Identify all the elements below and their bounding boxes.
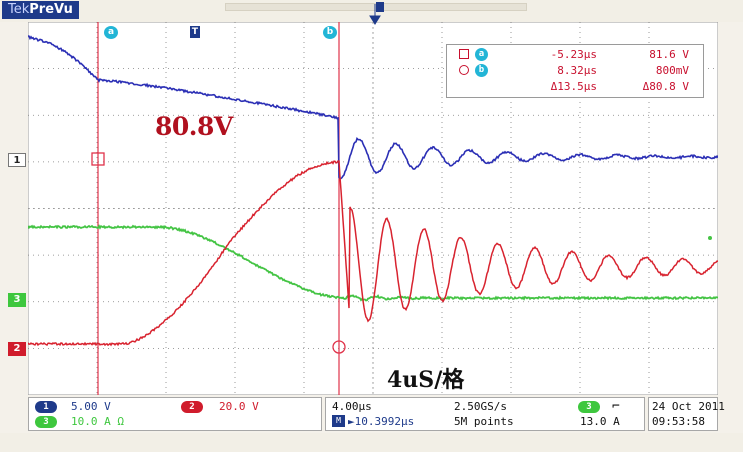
- voltage-annotation: 80.8V: [155, 112, 233, 141]
- trigger-level: 13.0 A: [580, 415, 620, 428]
- ch3-waveform: [28, 224, 718, 302]
- ch1-badge-label: 1: [43, 402, 49, 412]
- ch3-edge-dot: [708, 236, 712, 240]
- record-length: 5M points: [454, 415, 514, 428]
- waveform-area[interactable]: [28, 22, 718, 395]
- falling-edge-icon: ⌐: [612, 399, 620, 414]
- cursor-b-readout: b 8.32µs 800mV: [447, 63, 703, 79]
- record-view-thumb[interactable]: [376, 2, 384, 12]
- cursor-a-readout: a -5.23µs 81.6 V: [447, 47, 703, 63]
- cursor-a-tab-label: a: [107, 27, 115, 37]
- ch3-badge[interactable]: 3: [35, 416, 57, 428]
- cursor-a-badge-label: a: [478, 49, 485, 59]
- ch2-badge-label: 2: [189, 402, 195, 412]
- timescale-annotation: 4uS/格: [387, 367, 465, 393]
- cursor-b-value: 800mV: [655, 64, 689, 77]
- cursor-delta-value: Δ80.8 V: [642, 80, 689, 93]
- horizontal-position: ►10.3992µs: [348, 415, 415, 428]
- ch1-ground-marker[interactable]: 1: [8, 153, 26, 167]
- cursor-a-square-icon: [459, 49, 469, 59]
- ch1-badge[interactable]: 1: [35, 401, 57, 413]
- title-bar: TekPreVu: [0, 0, 743, 22]
- ch1-scale: 5.00 V: [71, 400, 111, 413]
- trigger-source-label: 3: [586, 402, 592, 412]
- trigger-position-tab[interactable]: T: [190, 26, 200, 38]
- date-time: 24 Oct 2011 09:53:58: [648, 397, 725, 431]
- cursor-b-marker-circle[interactable]: [332, 340, 346, 354]
- brand-prefix: Tek: [8, 2, 30, 17]
- ch2-waveform: [28, 160, 718, 347]
- ch3-scale: 10.0 A Ω: [71, 415, 124, 428]
- ch3-ground-marker[interactable]: 3: [8, 293, 26, 307]
- bottom-strip: [0, 433, 743, 452]
- ch3-badge-label: 3: [43, 417, 49, 427]
- ch3-marker-label: 3: [13, 294, 21, 305]
- cursor-b-badge: b: [475, 64, 488, 77]
- sample-rate: 2.50GS/s: [454, 400, 507, 413]
- status-bar: 1 5.00 V 2 20.0 V 3 10.0 A Ω 4.00µs M ►1…: [28, 395, 725, 433]
- cursor-a-tab[interactable]: a: [104, 26, 118, 39]
- cursor-a-value: 81.6 V: [649, 48, 689, 61]
- ch1-waveform: [28, 35, 718, 180]
- cursor-a-marker-square[interactable]: [91, 152, 105, 166]
- cursor-b-time: 8.32µs: [557, 64, 597, 77]
- cursor-b-circle-icon: [459, 65, 469, 75]
- cursor-b-tab-label: b: [326, 27, 334, 37]
- time-per-div: 4.00µs: [332, 400, 372, 413]
- trigger-point-icon[interactable]: [369, 4, 381, 26]
- cursor-delta-readout: Δ13.5µs Δ80.8 V: [447, 79, 703, 95]
- brand-logo: TekPreVu: [2, 1, 79, 19]
- cursor-a-badge: a: [475, 48, 488, 61]
- ch1-marker-label: 1: [13, 155, 21, 166]
- horizontal-position-icon: M: [332, 415, 345, 427]
- ch2-ground-marker[interactable]: 2: [8, 342, 26, 356]
- cursor-delta-time: Δ13.5µs: [550, 80, 597, 93]
- cursor-readout: a -5.23µs 81.6 V b 8.32µs 800mV Δ13.5µs …: [446, 44, 704, 98]
- record-view-scrollbar[interactable]: [225, 2, 527, 12]
- ch2-marker-label: 2: [13, 343, 21, 354]
- trigger-source-badge[interactable]: 3: [578, 401, 600, 413]
- time: 09:53:58: [652, 415, 705, 428]
- cursor-b-tab[interactable]: b: [323, 26, 337, 39]
- cursor-b-badge-label: b: [478, 65, 485, 75]
- cursor-a-time: -5.23µs: [550, 48, 597, 61]
- ch2-badge[interactable]: 2: [181, 401, 203, 413]
- date: 24 Oct 2011: [652, 400, 725, 413]
- ch2-scale: 20.0 V: [219, 400, 259, 413]
- trigger-position-label: T: [191, 27, 199, 37]
- brand-name: PreVu: [29, 2, 73, 17]
- horizontal-trigger-settings[interactable]: 4.00µs M ►10.3992µs 2.50GS/s 5M points 3…: [325, 397, 645, 431]
- vertical-settings[interactable]: 1 5.00 V 2 20.0 V 3 10.0 A Ω: [28, 397, 322, 431]
